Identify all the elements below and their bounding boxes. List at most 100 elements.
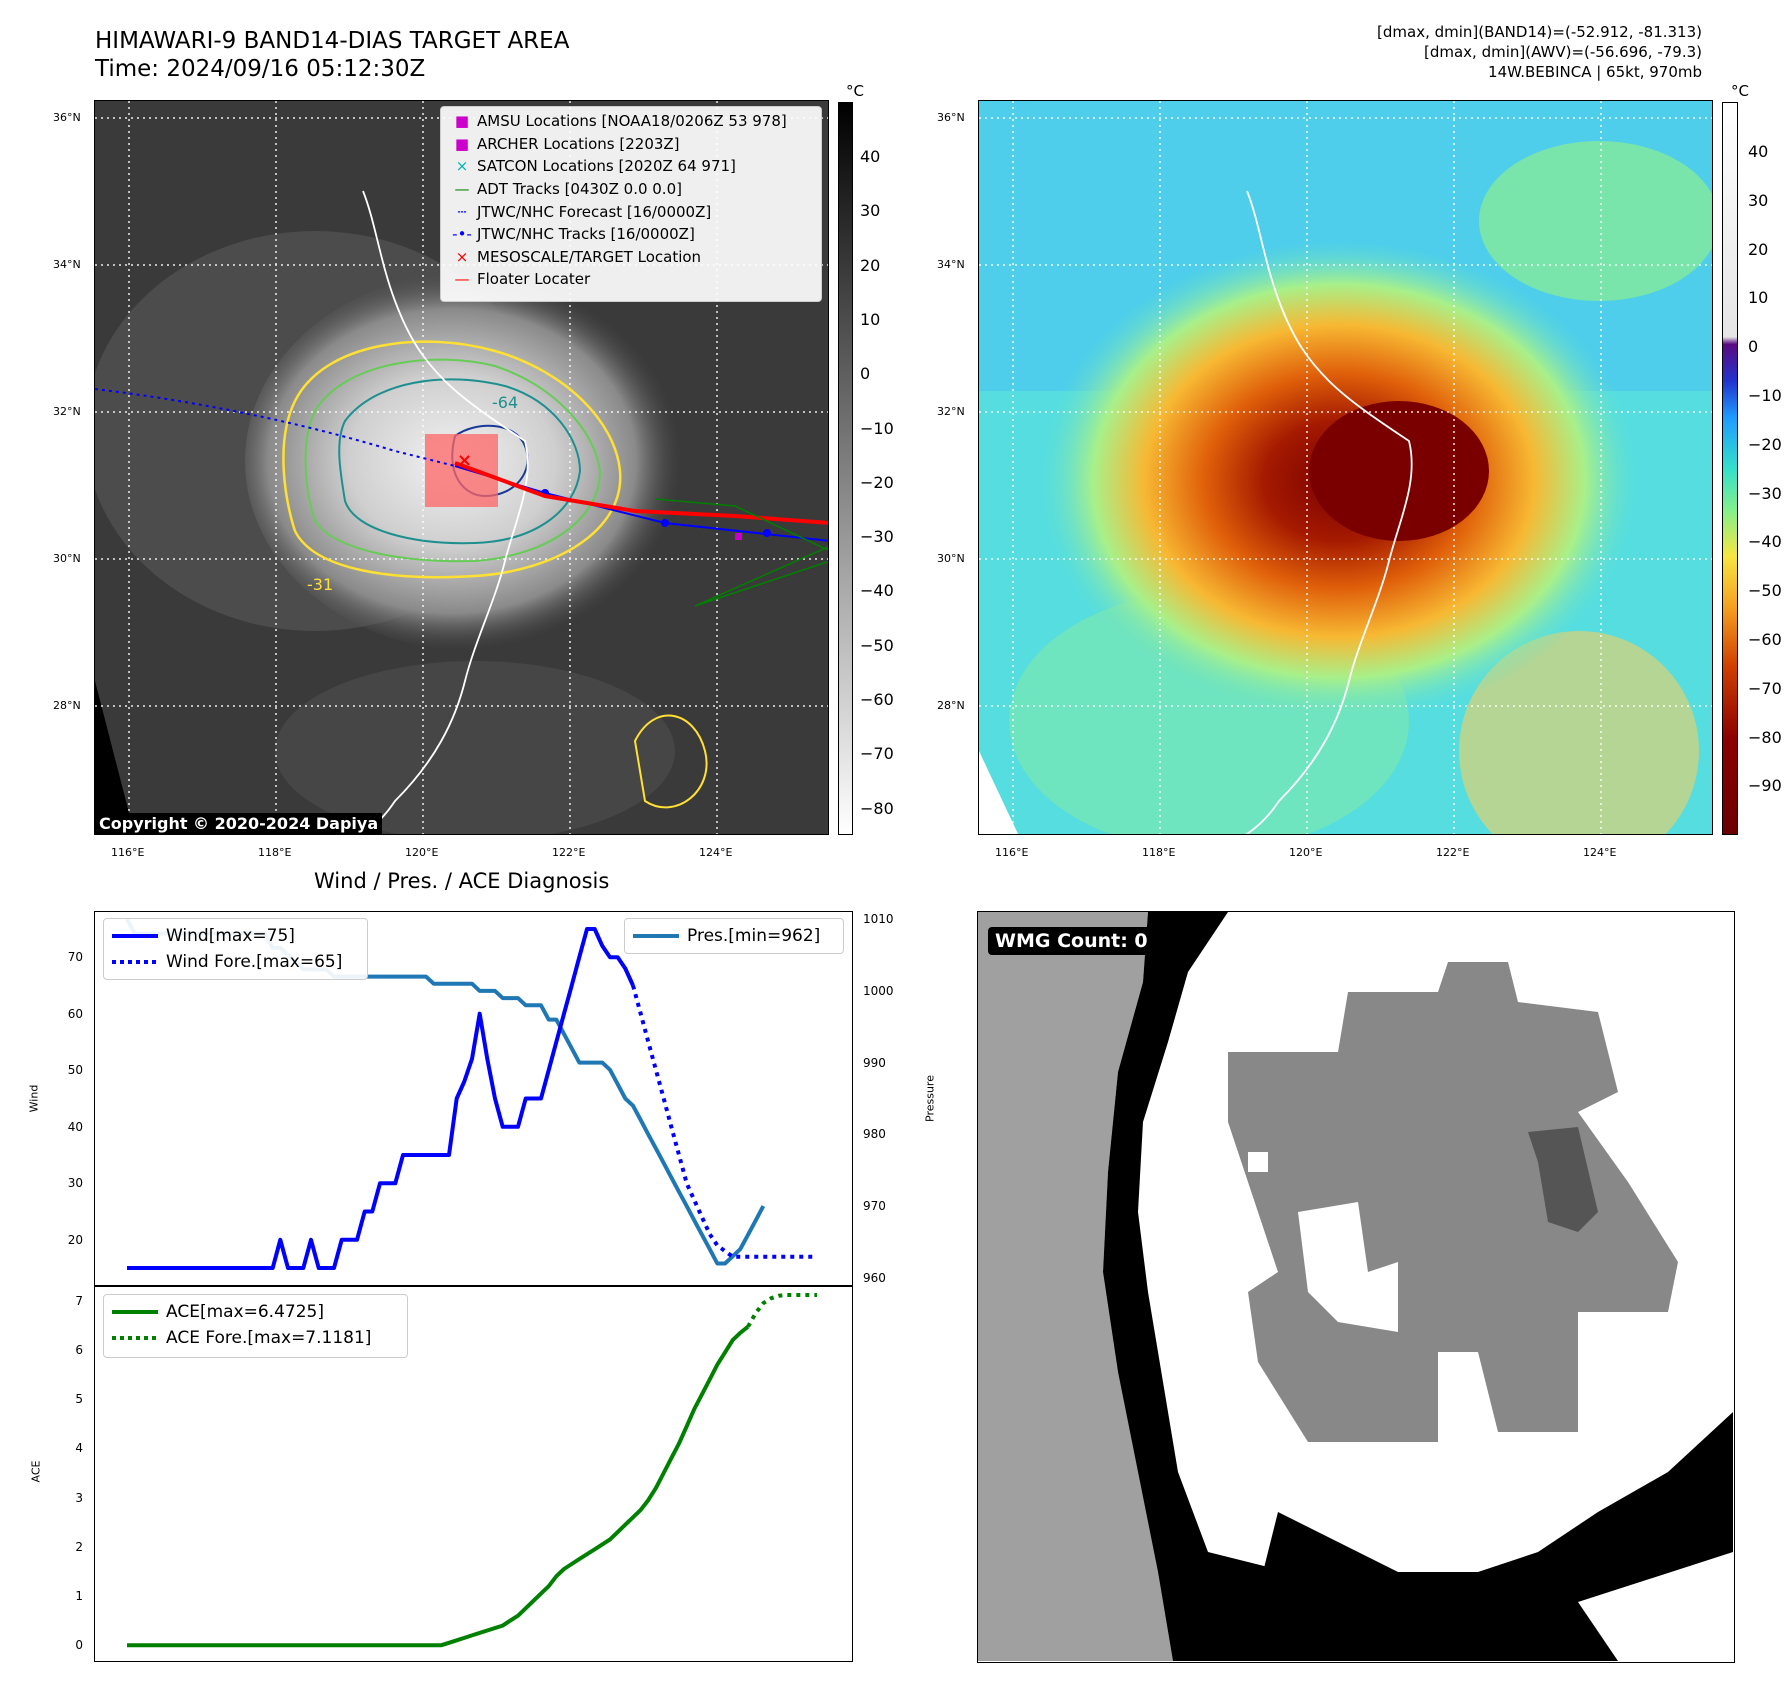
wind-forecast-series-line <box>631 984 817 1259</box>
ace-forecast-legend-item: ACE Fore.[max=7.1181] <box>110 1325 401 1351</box>
map-legend-label: MESOSCALE/TARGET Location <box>477 247 702 266</box>
diagnosis-title: Wind / Pres. / ACE Diagnosis <box>314 869 610 893</box>
ace-legend: ACE[max=6.4725] ACE Fore.[max=7.1181] <box>103 1294 408 1358</box>
info-band14-range: [dmax, dmin](BAND14)=(-52.912, -81.313) <box>1377 23 1702 41</box>
ace-panel: ACE[max=6.4725] ACE Fore.[max=7.1181] <box>94 1285 853 1662</box>
wind-forecast-legend-item: Wind Fore.[max=65] <box>110 949 361 975</box>
wind-legend: Wind[max=75] Wind Fore.[max=65] <box>103 918 368 980</box>
colorbar-tick-label: −40 <box>1748 532 1782 552</box>
colorbar-tick-label: −70 <box>1748 678 1782 698</box>
legend-line-swatch <box>112 934 158 938</box>
axis-tick-label: 960 <box>863 1270 886 1285</box>
copyright-label: Copyright © 2020-2024 Dapiya <box>95 813 383 834</box>
wind-legend-label: Wind[max=75] <box>166 926 295 946</box>
map-legend-item: × SATCON Locations [2020Z 64 971] <box>447 155 821 178</box>
axis-tick-label: 5 <box>75 1392 83 1407</box>
legend-marker-icon: -•- <box>452 225 472 244</box>
legend-dotted-swatch <box>112 1336 158 1340</box>
colorbar-tick-label: −20 <box>860 472 894 492</box>
map-legend-label: ADT Tracks [0430Z 0.0 0.0] <box>477 180 682 199</box>
colorbar-tick-label: −50 <box>860 635 894 655</box>
map-legend-item: — Floater Locater <box>447 268 821 291</box>
axis-tick-label: 980 <box>863 1127 886 1142</box>
map-legend-item: × MESOSCALE/TARGET Location <box>447 246 821 269</box>
map-legend-label: ARCHER Locations [2203Z] <box>477 134 680 153</box>
color-colorbar <box>1722 102 1738 835</box>
figure-title: HIMAWARI-9 BAND14-DIAS TARGET AREA <box>95 28 570 54</box>
colorbar-tick-label: 20 <box>1748 239 1769 259</box>
wind-forecast-legend-label: Wind Fore.[max=65] <box>166 952 343 972</box>
colorbar-tick-label: 0 <box>1748 337 1759 357</box>
map-legend-item: -•- JTWC/NHC Tracks [16/0000Z] <box>447 223 821 246</box>
ace-series-line <box>127 1325 750 1648</box>
map-legend-list: ■ AMSU Locations [NOAA18/0206Z 53 978] ■ AR… <box>447 110 821 291</box>
figure-time: Time: 2024/09/16 05:12:30Z <box>95 56 426 82</box>
axis-tick-label: 40 <box>67 1119 83 1134</box>
lat-label: 28°N <box>53 699 81 712</box>
ir-color-map <box>978 100 1713 835</box>
colorbar-unit: °C <box>1731 82 1749 100</box>
wmg-count-label: WMG Count: 0 <box>988 927 1155 955</box>
ace-legend-item: ACE[max=6.4725] <box>110 1299 401 1325</box>
lon-label: 116°E <box>111 846 145 859</box>
map-legend-item: — ADT Tracks [0430Z 0.0 0.0] <box>447 178 821 201</box>
lat-label: 34°N <box>937 258 965 271</box>
legend-marker-icon: ┄ <box>457 202 467 221</box>
colorbar-tick-label: −10 <box>1748 386 1782 405</box>
colorbar-tick-label: −60 <box>860 690 894 709</box>
pressure-legend-item: Pres.[min=962] <box>631 923 837 949</box>
contour-label: -31 <box>307 575 334 594</box>
wind-series-line <box>127 927 635 1270</box>
info-awv-range: [dmax, dmin](AWV)=(-56.696, -79.3) <box>1423 43 1702 61</box>
axis-tick-label: 990 <box>863 1055 886 1070</box>
colorbar-tick-label: 40 <box>1748 142 1769 161</box>
legend-marker-icon: × <box>455 157 469 176</box>
grayscale-colorbar <box>838 102 853 835</box>
colorbar-tick-label: −10 <box>860 418 894 438</box>
axis-tick-label: 1000 <box>863 983 894 998</box>
color-map-graphic <box>979 101 1712 834</box>
axis-tick-label: 2 <box>75 1539 83 1554</box>
lon-label: 120°E <box>405 846 439 859</box>
axis-tick-label: 1010 <box>863 912 894 927</box>
colorbar-tick-label: 10 <box>1748 288 1769 308</box>
lat-label: 28°N <box>937 699 965 712</box>
colorbar-tick-label: 30 <box>860 201 881 221</box>
ace-axis-label: ACE <box>29 1460 43 1483</box>
lon-label: 124°E <box>699 846 733 859</box>
lon-label: 116°E <box>995 846 1029 859</box>
axis-tick-label: 970 <box>863 1199 886 1214</box>
colorbar-tick-label: −80 <box>860 798 894 818</box>
map-legend-label: AMSU Locations [NOAA18/0206Z 53 978] <box>477 112 787 131</box>
colorbar-tick-label: −80 <box>1748 727 1782 747</box>
colorbar-tick-label: −20 <box>1748 434 1782 454</box>
axis-tick-label: 4 <box>75 1441 83 1456</box>
map-legend-item: ┄ JTWC/NHC Forecast [16/0000Z] <box>447 200 821 223</box>
ace-legend-label: ACE[max=6.4725] <box>166 1302 324 1322</box>
colorbar-tick-label: −30 <box>860 527 894 547</box>
legend-dotted-swatch <box>112 960 158 964</box>
wind-pressure-panel: Wind[max=75] Wind Fore.[max=65] Pres.[mi… <box>94 911 853 1287</box>
colorbar-tick-label: 0 <box>860 364 871 384</box>
lat-label: 30°N <box>53 552 81 565</box>
info-storm: 14W.BEBINCA | 65kt, 970mb <box>1488 63 1702 81</box>
map-legend-label: Floater Locater <box>477 270 591 289</box>
ace-forecast-legend-label: ACE Fore.[max=7.1181] <box>166 1328 372 1348</box>
contour-label: -64 <box>492 393 519 412</box>
lon-label: 118°E <box>258 846 292 859</box>
lat-label: 36°N <box>53 111 81 124</box>
axis-tick-label: 20 <box>67 1232 83 1247</box>
colorbar-unit: °C <box>846 82 864 100</box>
lon-label: 118°E <box>1142 846 1176 859</box>
colorbar-tick-label: −40 <box>860 581 894 601</box>
lat-label: 32°N <box>937 405 965 418</box>
colorbar-tick-label: −50 <box>1748 581 1782 601</box>
legend-marker-icon: — <box>454 270 470 289</box>
colorbar-tick-label: −70 <box>860 744 894 764</box>
legend-line-swatch <box>112 1310 158 1314</box>
colorbar-tick-label: −90 <box>1748 776 1782 796</box>
wind-legend-item: Wind[max=75] <box>110 923 361 949</box>
wmg-panel: WMG Count: 0 <box>977 911 1735 1663</box>
pressure-legend: Pres.[min=962] <box>624 918 844 954</box>
axis-tick-label: 50 <box>67 1063 83 1078</box>
